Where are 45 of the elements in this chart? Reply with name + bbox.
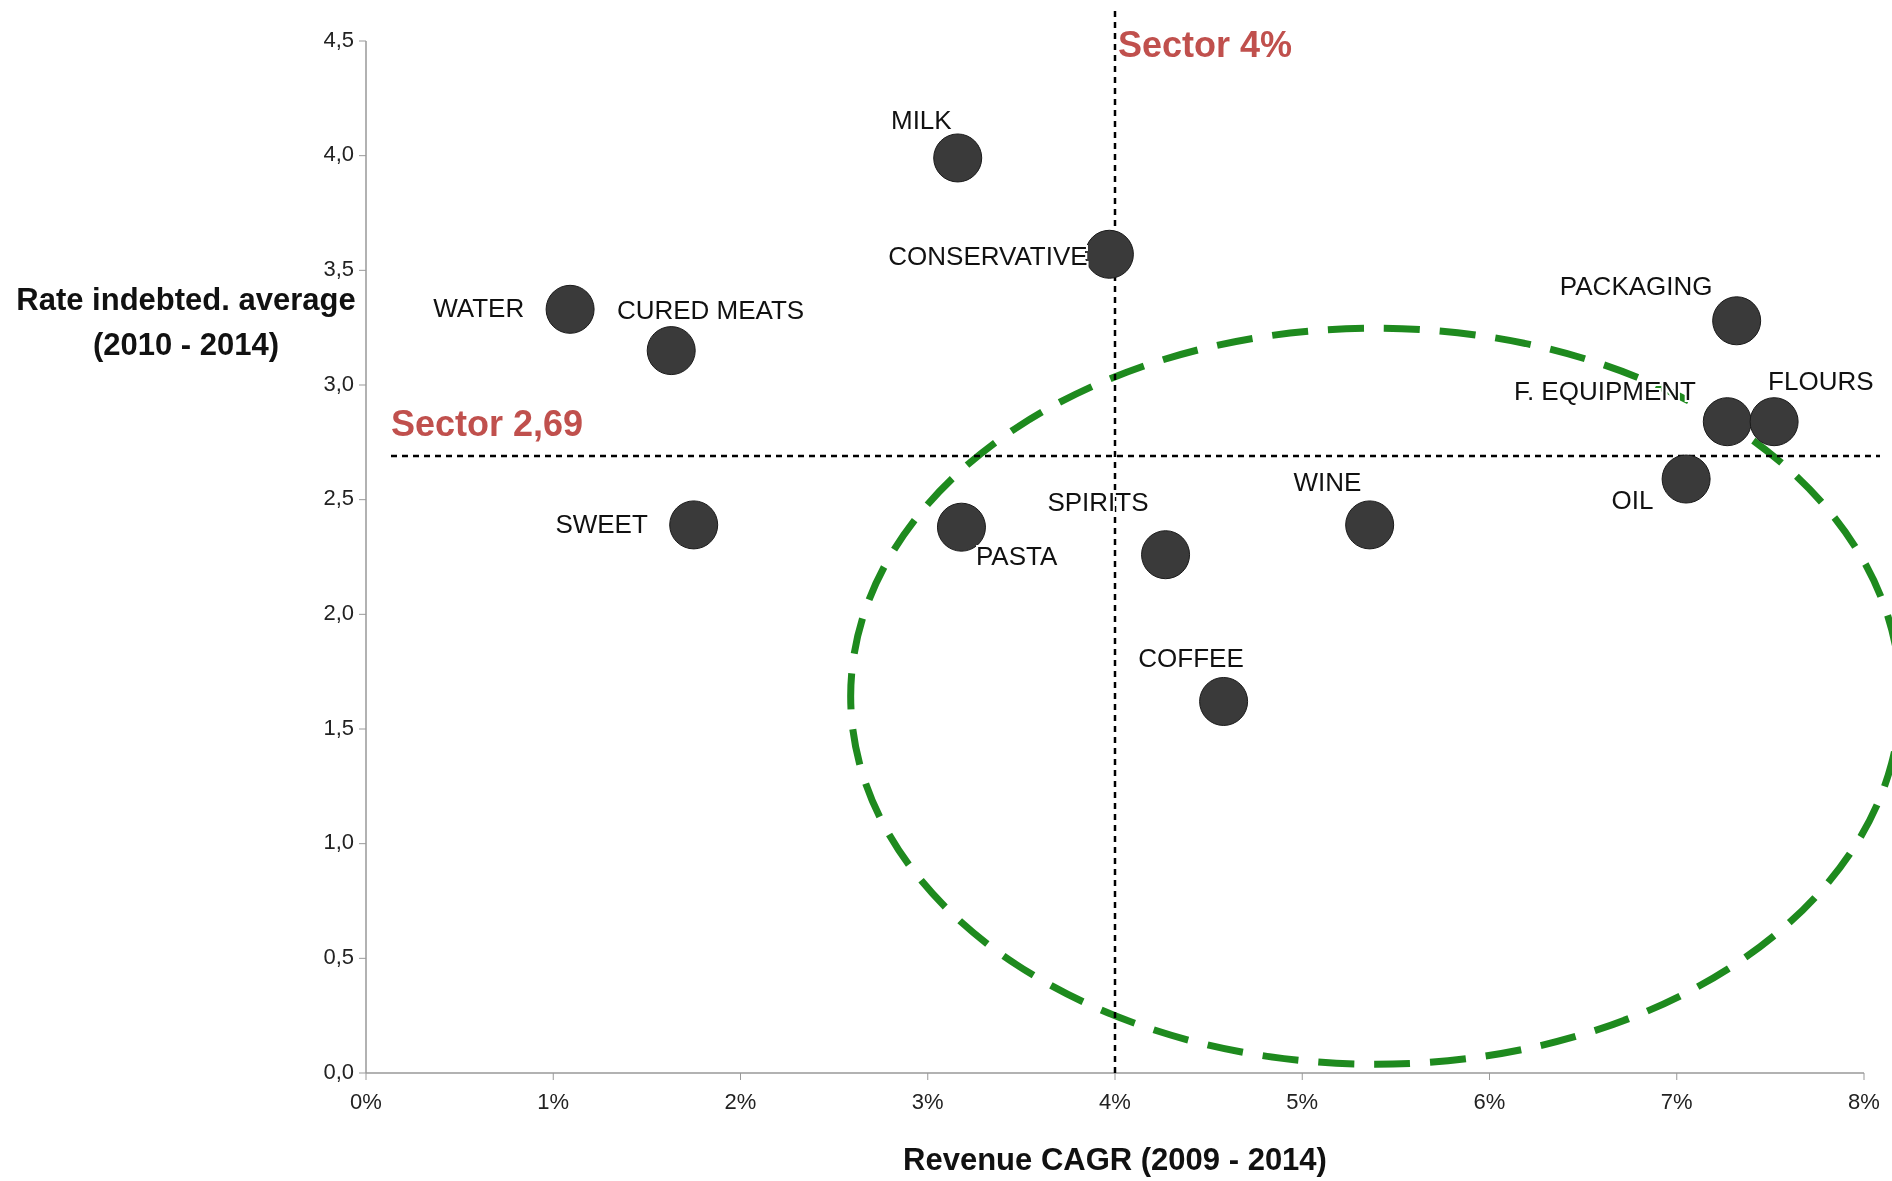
annotation: PACKAGING (1559, 271, 1713, 302)
x-tick-label: 3% (911, 1089, 944, 1114)
point (646, 326, 696, 376)
point (1661, 454, 1711, 504)
annotation: SWEET (555, 508, 648, 539)
point (669, 500, 719, 550)
annotation: SPIRITS (1047, 486, 1149, 517)
point (545, 284, 595, 334)
annotation: FLOURS (1768, 365, 1874, 396)
x-tick-label: 7% (1660, 1089, 1693, 1114)
annotation: PASTA (975, 541, 1058, 572)
y-tick-label: 4,0 (323, 141, 354, 167)
y-tick-label: 0,0 (323, 1058, 354, 1084)
y-tick-label: 1,0 (323, 829, 354, 855)
annotation: OIL (1611, 484, 1654, 515)
y-tick-label: 1,5 (323, 714, 354, 740)
point (933, 133, 983, 183)
y-tick-label: 3,0 (323, 370, 354, 396)
ref-line-label: Sector 4% (1118, 24, 1293, 65)
point (1702, 397, 1752, 447)
y-tick-label: 2,5 (323, 485, 354, 511)
annotation: MILK (890, 104, 953, 135)
point (1141, 530, 1191, 580)
y-tick-label: 3,5 (323, 256, 354, 282)
point (1712, 296, 1762, 346)
x-tick-label: 5% (1286, 1089, 1319, 1114)
x-tick-label: 2% (724, 1089, 757, 1114)
x-tick-label: 6% (1473, 1089, 1506, 1114)
point (1345, 500, 1395, 550)
y-tick-label: 4,5 (323, 26, 354, 52)
annotation: COFFEE (1138, 643, 1244, 674)
annotation: WATER (433, 293, 525, 324)
y-tick-label: 2,0 (323, 600, 354, 626)
x-tick-label: 8% (1848, 1089, 1880, 1114)
x-axis-title: Revenue CAGR (2009 - 2014) (903, 1142, 1327, 1177)
y-axis-title: Rate indebted. average (2010 - 2014) (16, 282, 356, 362)
ref-line-label: Sector 2,69 (391, 403, 584, 445)
annotation: CURED MEATS (616, 294, 805, 325)
x-tick-label: 4% (1099, 1089, 1131, 1114)
x-tick-label: 1% (537, 1089, 570, 1114)
y-tick-label: 0,5 (323, 944, 354, 970)
point (1199, 676, 1249, 726)
point (1749, 397, 1799, 447)
annotation: WINE (1293, 466, 1362, 497)
x-tick-label: 0% (350, 1089, 382, 1114)
